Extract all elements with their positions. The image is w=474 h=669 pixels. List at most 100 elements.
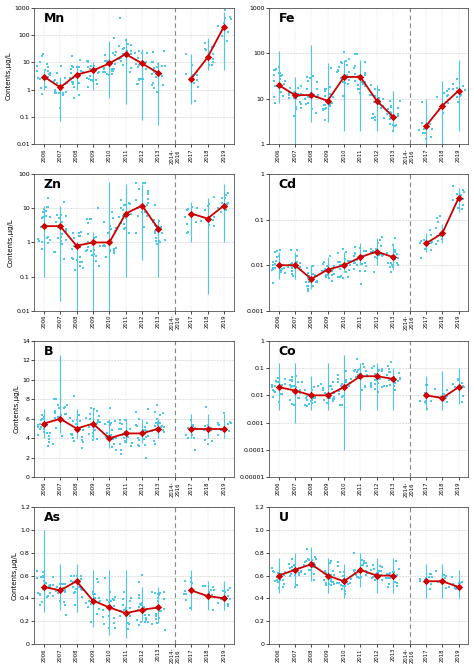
Point [289,258,296,268]
Point [105,431,112,442]
Point [342,376,349,387]
Point [157,68,165,79]
Point [77,570,85,581]
Point [389,112,397,122]
Point [202,402,210,413]
Point [87,61,95,72]
Point [122,604,130,615]
Point [122,603,129,613]
Point [448,571,456,582]
Point [51,76,58,87]
Point [385,367,393,377]
Point [427,237,435,248]
Point [367,246,374,257]
Point [69,244,76,255]
Point [150,83,157,94]
Point [110,617,118,628]
Point [347,573,355,584]
Point [320,574,328,585]
Point [324,96,331,106]
Point [373,252,380,263]
Point [275,80,283,90]
Point [124,38,131,49]
Point [61,579,69,589]
Point [105,597,112,607]
Point [436,103,443,114]
Point [359,79,366,90]
Point [214,203,222,213]
Point [100,612,107,623]
Point [105,601,113,612]
Point [73,240,81,251]
Point [204,423,211,434]
Point [391,252,399,263]
Point [224,601,231,611]
Point [72,241,80,252]
Point [294,393,301,403]
Point [432,383,439,394]
Point [324,98,331,108]
Point [339,575,346,585]
Point [370,266,378,277]
Point [95,577,102,588]
Point [304,554,312,565]
Point [87,413,94,424]
Point [370,559,377,570]
Point [40,576,48,587]
Point [279,581,286,592]
Point [303,543,310,554]
Point [280,570,288,581]
Point [52,423,60,434]
Point [326,99,333,110]
Point [388,258,395,268]
Point [56,584,64,595]
Point [51,405,58,416]
Point [389,252,397,262]
Point [116,211,123,222]
Point [220,21,228,32]
Point [144,431,152,442]
Point [271,247,279,258]
Point [161,235,168,246]
Point [297,89,304,100]
Point [69,254,77,264]
Point [336,260,343,271]
Point [120,219,128,229]
Point [310,575,318,585]
Point [224,585,232,596]
Point [335,256,342,267]
Point [54,587,62,598]
Point [360,246,367,256]
Point [372,115,379,126]
Point [188,60,195,70]
Point [40,418,47,429]
Point [334,557,342,567]
Point [119,43,127,54]
Point [269,265,276,276]
Point [286,375,294,386]
Point [152,614,159,625]
Point [58,238,66,249]
Point [383,108,390,119]
Point [205,587,213,597]
Point [45,231,52,242]
Point [207,425,215,436]
Point [380,112,387,123]
Point [110,439,118,450]
Point [350,256,357,267]
Point [148,57,155,68]
Point [142,613,150,624]
Point [145,186,152,197]
Point [117,448,125,459]
Point [374,366,382,377]
Point [311,397,319,407]
Point [321,566,329,577]
Point [75,78,82,88]
Point [388,251,395,262]
Point [289,268,296,279]
Point [36,423,44,434]
Y-axis label: Contents,μg/L: Contents,μg/L [8,218,13,267]
Point [38,88,46,99]
Point [356,565,364,575]
Point [85,421,93,432]
